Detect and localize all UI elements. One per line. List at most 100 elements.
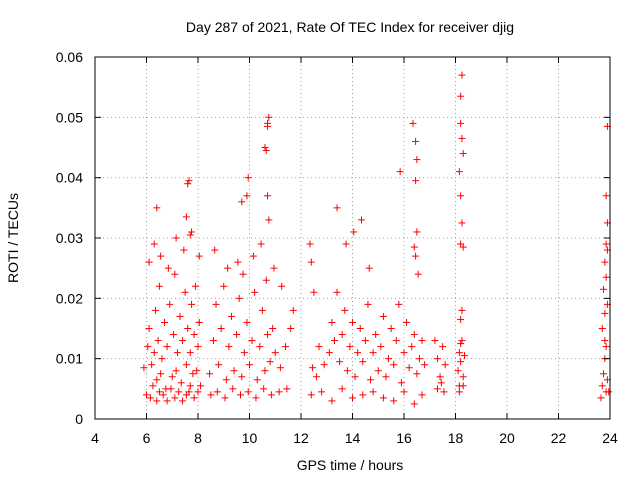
data-point (186, 349, 194, 357)
data-point (421, 361, 429, 369)
data-point (182, 391, 190, 399)
data-point (262, 276, 270, 284)
data-point (155, 388, 163, 396)
data-point (333, 288, 341, 296)
data-point (265, 216, 273, 224)
data-point (181, 288, 189, 296)
data-point (602, 273, 610, 281)
x-tick-label: 16 (396, 430, 412, 446)
data-point (320, 361, 328, 369)
data-point (188, 228, 196, 236)
data-point (175, 388, 183, 396)
data-point (197, 382, 205, 390)
data-point (244, 388, 252, 396)
data-point (431, 337, 439, 345)
data-point (145, 258, 153, 266)
data-point (276, 364, 284, 372)
y-tick-label: 0.05 (56, 109, 83, 125)
data-point (235, 294, 243, 302)
data-point (413, 370, 421, 378)
data-point (157, 370, 165, 378)
data-point (459, 150, 467, 158)
data-point (601, 258, 609, 266)
data-point (154, 337, 162, 345)
data-point (176, 312, 184, 320)
data-point (189, 370, 197, 378)
data-point (152, 306, 160, 314)
data-point (458, 219, 466, 227)
data-point (457, 340, 465, 348)
data-point (267, 391, 275, 399)
data-point (220, 282, 228, 290)
data-point (193, 367, 201, 375)
data-point (602, 343, 610, 351)
data-point (253, 376, 261, 384)
grid-lines (95, 57, 610, 419)
data-point (265, 113, 273, 121)
data-point (600, 285, 608, 293)
data-point (140, 364, 148, 372)
data-point (369, 388, 377, 396)
data-point (361, 337, 369, 345)
y-axis-label: ROTI / TECUs (5, 193, 21, 283)
data-point (252, 394, 260, 402)
data-point (229, 385, 237, 393)
data-point (153, 376, 161, 384)
data-point (458, 337, 466, 345)
data-point (392, 337, 400, 345)
data-point (379, 394, 387, 402)
x-tick-label: 22 (551, 430, 567, 446)
data-point (215, 361, 223, 369)
data-point (221, 394, 229, 402)
data-point (458, 134, 466, 142)
data-point (459, 243, 467, 251)
data-point (457, 192, 465, 200)
data-point (172, 367, 180, 375)
data-point (601, 309, 609, 317)
data-point (146, 394, 154, 402)
data-point (436, 373, 444, 381)
data-point (184, 180, 192, 188)
data-point (248, 337, 256, 345)
x-tick-label: 18 (448, 430, 464, 446)
data-point (455, 388, 463, 396)
data-point (343, 367, 351, 375)
data-point (258, 306, 266, 314)
data-point (400, 388, 408, 396)
data-point (403, 318, 411, 326)
data-point (439, 343, 447, 351)
data-point (338, 331, 346, 339)
data-point (397, 379, 405, 387)
data-point (213, 388, 221, 396)
data-point (149, 382, 157, 390)
data-point (180, 246, 188, 254)
data-point (372, 331, 380, 339)
data-point (186, 382, 194, 390)
data-point (405, 364, 413, 372)
data-point (150, 349, 158, 357)
data-point (315, 343, 323, 351)
data-point (158, 355, 166, 363)
data-point (459, 373, 467, 381)
data-point (283, 385, 291, 393)
data-point (441, 361, 449, 369)
data-point (238, 373, 246, 381)
data-point (307, 258, 315, 266)
data-point (410, 243, 418, 251)
data-point (455, 168, 463, 176)
data-point (278, 282, 286, 290)
data-point (251, 288, 259, 296)
data-point (166, 300, 174, 308)
data-point (163, 343, 171, 351)
data-point (289, 306, 297, 314)
data-point (261, 367, 269, 375)
data-point (190, 394, 198, 402)
data-point (356, 325, 364, 332)
data-point (602, 388, 610, 396)
data-point (188, 300, 196, 308)
data-point (409, 119, 417, 127)
data-point (597, 394, 605, 402)
data-point (264, 122, 272, 130)
data-point (341, 306, 349, 314)
